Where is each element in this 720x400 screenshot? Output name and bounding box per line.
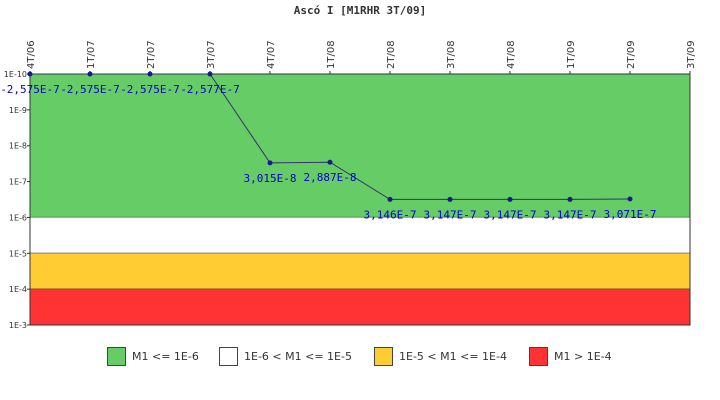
band-3 bbox=[30, 289, 690, 325]
y-tick-label: 1E-3 bbox=[9, 321, 27, 330]
y-tick-label: 1E-9 bbox=[9, 106, 27, 115]
band-2 bbox=[30, 253, 690, 290]
x-tick-label: 2T/09 bbox=[626, 40, 637, 69]
data-point bbox=[447, 196, 453, 202]
data-point bbox=[567, 196, 573, 202]
data-label: -2,575E-7 bbox=[60, 83, 120, 96]
x-tick-label: 3T/08 bbox=[446, 40, 457, 69]
y-tick-label: 1E-6 bbox=[9, 213, 27, 222]
x-tick-label: 2T/08 bbox=[386, 40, 397, 69]
band-0 bbox=[30, 74, 690, 218]
y-tick-label: 1E-4 bbox=[9, 285, 27, 294]
legend-swatch bbox=[529, 346, 548, 366]
x-tick-label: 1T/08 bbox=[326, 40, 337, 69]
data-label: 3,146E-7 bbox=[364, 208, 417, 221]
data-point bbox=[627, 196, 633, 202]
y-tick-label: 1E-5 bbox=[9, 249, 27, 258]
data-label: -2,575E-7 bbox=[120, 83, 180, 96]
legend-swatch bbox=[107, 346, 126, 366]
y-tick-label: 1E-7 bbox=[9, 178, 27, 187]
data-point bbox=[507, 196, 513, 202]
data-label: 2,887E-8 bbox=[304, 171, 357, 184]
legend-label: 1E-5 < M1 <= 1E-4 bbox=[399, 349, 507, 363]
x-tick-label: 2T/07 bbox=[146, 40, 157, 69]
x-tick-label: 3T/09 bbox=[686, 40, 697, 69]
x-tick-label: 4T/07 bbox=[266, 40, 277, 69]
data-point bbox=[27, 71, 33, 77]
data-label: 3,147E-7 bbox=[424, 208, 477, 221]
legend-swatch bbox=[374, 346, 393, 366]
y-tick-label: 1E-8 bbox=[9, 142, 27, 151]
data-label: 3,147E-7 bbox=[484, 208, 537, 221]
legend-item: 1E-5 < M1 <= 1E-4 bbox=[374, 345, 507, 367]
data-point bbox=[327, 159, 333, 165]
x-tick-label: 4T/06 bbox=[26, 40, 37, 69]
legend-label: 1E-6 < M1 <= 1E-5 bbox=[244, 349, 352, 363]
data-point bbox=[147, 71, 153, 77]
data-point bbox=[387, 196, 393, 202]
legend-item: M1 > 1E-4 bbox=[529, 345, 612, 367]
legend-swatch bbox=[219, 346, 238, 366]
legend-item: 1E-6 < M1 <= 1E-5 bbox=[219, 345, 352, 367]
data-point bbox=[207, 71, 213, 77]
data-label: 3,015E-8 bbox=[244, 172, 297, 185]
band-1 bbox=[30, 217, 690, 254]
data-label: -2,575E-7 bbox=[0, 83, 60, 96]
data-point bbox=[267, 160, 273, 166]
plot-frame bbox=[29, 73, 691, 326]
data-label: -2,577E-7 bbox=[180, 83, 240, 96]
legend-label: M1 <= 1E-6 bbox=[132, 349, 199, 363]
x-tick-label: 3T/07 bbox=[206, 40, 217, 69]
chart-title: Ascó I [M1RHR 3T/09] bbox=[293, 4, 427, 17]
y-tick-label: 1E-10 bbox=[4, 70, 27, 79]
x-tick-label: 1T/07 bbox=[86, 40, 97, 69]
data-label: 3,071E-7 bbox=[604, 208, 657, 221]
data-label: 3,147E-7 bbox=[544, 208, 597, 221]
chart-legend: M1 <= 1E-6 1E-6 < M1 <= 1E-5 1E-5 < M1 <= … bbox=[0, 345, 720, 367]
x-tick-label: 1T/09 bbox=[566, 40, 577, 69]
x-tick-label: 4T/08 bbox=[506, 40, 517, 69]
data-point bbox=[87, 71, 93, 77]
legend-label: M1 > 1E-4 bbox=[554, 349, 612, 363]
legend-item: M1 <= 1E-6 bbox=[107, 345, 199, 367]
